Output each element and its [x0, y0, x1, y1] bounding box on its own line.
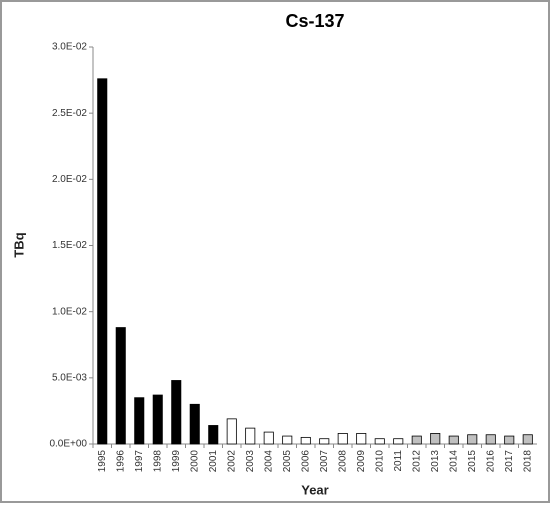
bar: [522, 434, 533, 445]
bar: [393, 438, 404, 445]
x-tick-label: 2018: [522, 450, 533, 473]
bar: [485, 434, 496, 445]
y-tick-label: 5.0E-03: [52, 372, 87, 383]
bar: [282, 435, 293, 445]
x-tick-label: 2017: [504, 450, 515, 473]
x-tick-label: 1999: [171, 450, 182, 473]
x-tick-label: 1995: [97, 450, 108, 473]
bar: [134, 397, 145, 445]
bar: [356, 433, 367, 445]
bar: [152, 394, 163, 445]
x-tick-label: 2000: [189, 450, 200, 473]
y-tick-label: 3.0E-02: [52, 42, 87, 53]
bar: [189, 403, 200, 445]
x-tick-label: 2010: [374, 450, 385, 473]
x-tick-label: 2007: [319, 450, 330, 473]
bar: [245, 427, 256, 445]
y-tick-label: 2.0E-02: [52, 174, 87, 185]
y-tick-label: 0.0E+00: [49, 439, 87, 450]
bar: [319, 438, 330, 445]
x-tick-label: 1998: [152, 450, 163, 473]
bar: [467, 434, 478, 445]
x-tick-label: 2005: [282, 450, 293, 473]
bar: [448, 435, 459, 445]
x-tick-label: 2013: [430, 450, 441, 473]
y-tick-label: 2.5E-02: [52, 108, 87, 119]
x-tick-label: 2014: [448, 450, 459, 473]
x-tick-label: 2001: [208, 450, 219, 473]
bar: [337, 433, 348, 445]
bar: [504, 435, 515, 445]
bar: [263, 431, 274, 445]
x-tick-label: 2006: [300, 450, 311, 473]
y-axis-title: TBq: [11, 232, 26, 257]
x-tick-label: 2008: [337, 450, 348, 473]
x-tick-label: 2002: [226, 450, 237, 473]
chart-title: Cs-137: [285, 11, 344, 31]
bar: [171, 380, 182, 445]
x-tick-label: 2003: [245, 450, 256, 473]
x-tick-label: 2009: [356, 450, 367, 473]
x-tick-label: 2004: [263, 450, 274, 473]
bar: [115, 327, 126, 445]
bar: [374, 438, 385, 445]
y-tick-label: 1.5E-02: [52, 240, 87, 251]
bar: [208, 425, 219, 445]
x-tick-label: 2011: [393, 450, 404, 472]
x-tick-label: 1996: [115, 450, 126, 473]
bar: [430, 433, 441, 445]
bar: [300, 436, 311, 445]
x-tick-label: 2016: [485, 450, 496, 473]
bar: [226, 418, 237, 445]
x-axis-title: Year: [301, 482, 328, 497]
x-tick-label: 2012: [411, 450, 422, 473]
x-tick-label: 1997: [134, 450, 145, 473]
x-tick-label: 2015: [467, 450, 478, 473]
bar: [97, 78, 108, 445]
bar: [411, 435, 422, 445]
y-tick-label: 1.0E-02: [52, 306, 87, 317]
